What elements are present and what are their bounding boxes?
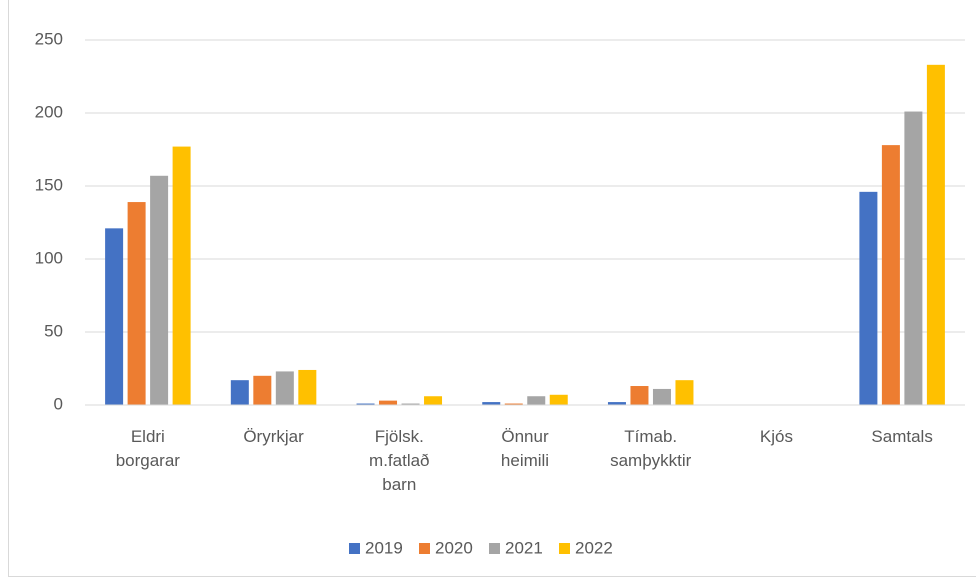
x-tick-label: Eldri borgarar bbox=[115, 427, 180, 470]
bar bbox=[172, 146, 191, 405]
x-tick-label: Öryrkjar bbox=[243, 427, 304, 446]
bar bbox=[504, 403, 523, 405]
y-tick-label: 150 bbox=[35, 175, 63, 194]
bar bbox=[549, 394, 568, 405]
y-tick-label: 200 bbox=[35, 102, 63, 121]
bar bbox=[150, 175, 169, 405]
x-tick-label: Tímab. samþykktir bbox=[610, 427, 692, 470]
bar bbox=[630, 386, 649, 405]
legend-swatch bbox=[419, 543, 430, 554]
bar bbox=[230, 380, 249, 405]
y-tick-label: 0 bbox=[54, 394, 63, 413]
chart-border bbox=[8, 0, 976, 577]
x-tick-label: Kjós bbox=[759, 427, 793, 446]
x-tick-label: Önnur heimili bbox=[500, 427, 550, 470]
legend-swatch bbox=[489, 543, 500, 554]
y-tick-label: 250 bbox=[35, 29, 63, 48]
bar bbox=[859, 191, 878, 405]
bar bbox=[904, 111, 923, 405]
bar bbox=[926, 64, 945, 405]
bar bbox=[356, 403, 375, 405]
bar bbox=[127, 202, 146, 405]
bar bbox=[482, 402, 501, 405]
bar bbox=[298, 369, 317, 405]
y-tick-label: 50 bbox=[44, 321, 63, 340]
legend-label: 2021 bbox=[505, 538, 543, 557]
legend-swatch bbox=[559, 543, 570, 554]
bar bbox=[105, 228, 124, 405]
bar bbox=[424, 396, 443, 405]
x-tick-label: Fjölsk. m.fatlað barn bbox=[369, 427, 430, 494]
bar bbox=[675, 380, 694, 405]
bar bbox=[253, 375, 272, 405]
bar bbox=[379, 400, 398, 405]
bar bbox=[652, 388, 671, 405]
bar bbox=[527, 396, 546, 405]
legend-label: 2022 bbox=[575, 538, 613, 557]
bar bbox=[275, 371, 294, 405]
y-tick-label: 100 bbox=[35, 248, 63, 267]
bar bbox=[881, 145, 900, 405]
bar bbox=[401, 403, 420, 405]
legend-label: 2019 bbox=[365, 538, 403, 557]
x-tick-label: Samtals bbox=[871, 427, 933, 446]
legend-swatch bbox=[349, 543, 360, 554]
bar bbox=[607, 402, 626, 405]
legend-label: 2020 bbox=[435, 538, 473, 557]
